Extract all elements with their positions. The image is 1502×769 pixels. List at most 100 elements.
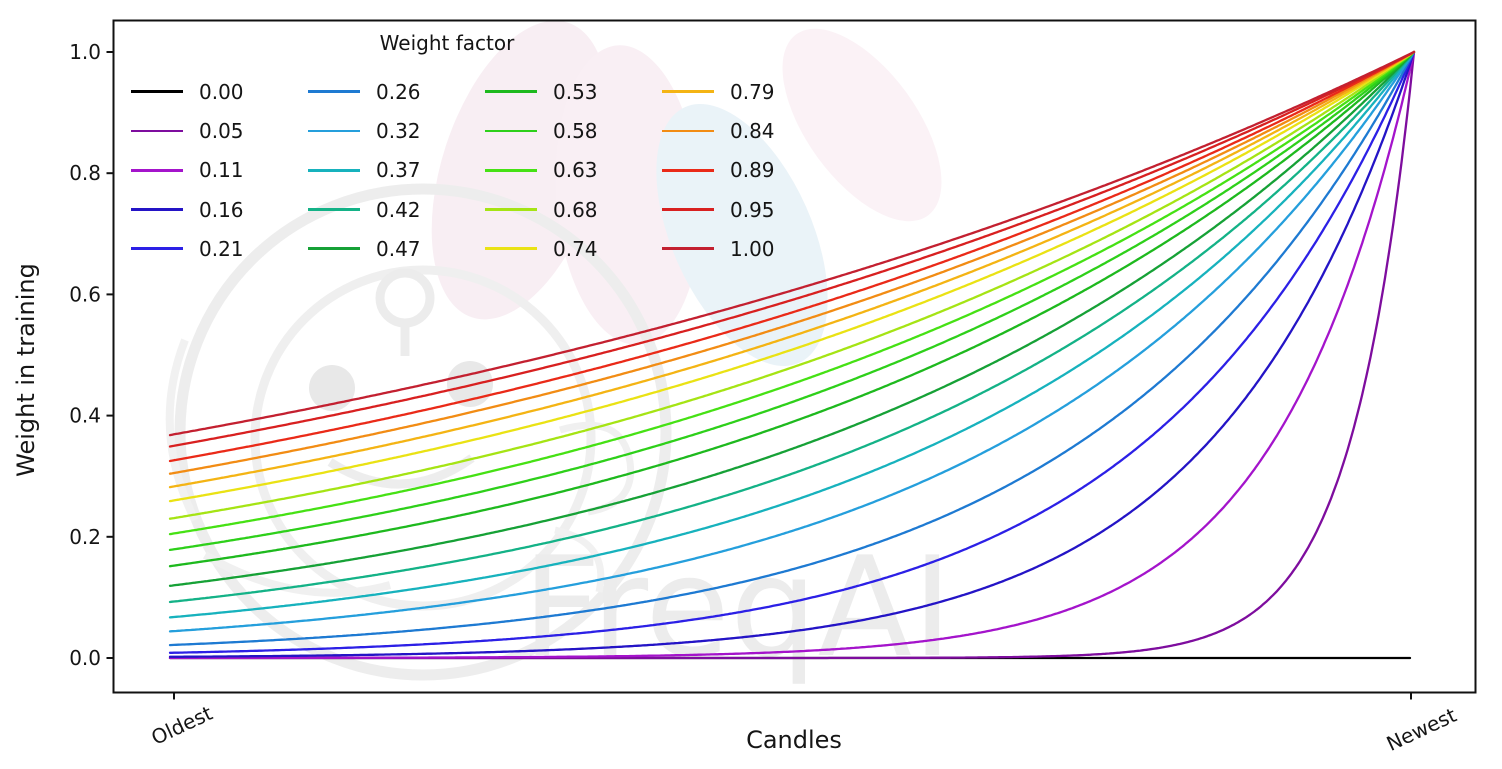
- curve-0.26: [168, 50, 1416, 647]
- legend-swatch: [662, 247, 714, 251]
- legend-swatch: [485, 208, 537, 211]
- y-tick-label: 0.6: [69, 282, 101, 306]
- x-tick-label-newest: Newest: [1383, 703, 1461, 756]
- curve-0.11: [168, 50, 1416, 660]
- legend-item-label: 0.37: [376, 158, 421, 183]
- legend-item-label: 0.26: [376, 79, 421, 104]
- watermark-text: FreqAI: [522, 527, 953, 688]
- legend-item-label: 0.74: [553, 236, 598, 261]
- legend-swatch: [662, 208, 714, 211]
- legend-item-label: 0.11: [199, 158, 244, 183]
- legend-item: 0.74: [472, 229, 649, 268]
- legend-item-label: 0.89: [730, 158, 775, 183]
- legend-swatch: [485, 168, 537, 172]
- watermark-laurel: [202, 551, 392, 597]
- y-axis-label: Weight in training: [12, 263, 40, 477]
- legend-item-label: 0.42: [376, 197, 421, 222]
- legend-item: 0.37: [295, 151, 472, 190]
- curve-0.89: [168, 50, 1416, 463]
- legend-item-label: 0.47: [376, 236, 421, 261]
- curve-0.58: [168, 50, 1416, 552]
- legend-swatch: [308, 129, 360, 133]
- legend-swatch: [485, 129, 537, 133]
- weight-curves: [168, 50, 1416, 660]
- watermark-petal: [555, 45, 701, 345]
- curve-0.74: [168, 50, 1416, 503]
- curve-0.79: [168, 50, 1416, 489]
- legend-swatch: [485, 90, 537, 94]
- legend-swatch: [485, 247, 537, 251]
- curve-0.63: [168, 50, 1416, 536]
- curve-0.53: [168, 50, 1416, 568]
- legend-item-label: 0.84: [730, 118, 775, 143]
- y-tick-label: 0.8: [69, 161, 101, 185]
- legend-item: 0.16: [118, 190, 295, 229]
- legend-item: 0.58: [472, 111, 649, 150]
- legend-item: 0.53: [472, 72, 649, 111]
- freqai-watermark: FreqAI: [165, 20, 953, 688]
- legend-item: 0.00: [118, 72, 295, 111]
- legend-item-label: 0.79: [730, 79, 775, 104]
- legend-item: 0.89: [649, 151, 826, 190]
- legend-item: 0.05: [118, 111, 295, 150]
- legend-item-label: 0.53: [553, 79, 598, 104]
- legend-item-label: 0.00: [199, 79, 244, 104]
- curve-1.00: [168, 50, 1416, 437]
- y-tick-label: 0.0: [69, 646, 101, 670]
- curve-0.21: [168, 50, 1416, 654]
- legend-item: 0.63: [472, 151, 649, 190]
- plot-frame: [112, 19, 1477, 694]
- legend-swatch: [308, 90, 360, 94]
- legend-item: 0.95: [649, 190, 826, 229]
- legend-swatch: [308, 208, 360, 211]
- curve-0.16: [168, 50, 1416, 658]
- curve-0.95: [168, 50, 1416, 448]
- legend-swatch: [662, 168, 714, 172]
- y-tick-label: 0.2: [69, 525, 101, 549]
- legend-swatch: [308, 168, 360, 172]
- curve-0.68: [168, 50, 1416, 520]
- y-tick-label: 0.4: [69, 404, 101, 428]
- legend-swatch: [308, 247, 360, 251]
- legend-swatch: [131, 208, 183, 211]
- watermark-petal: [782, 28, 942, 222]
- legend-swatch: [131, 168, 183, 172]
- legend-grid: 0.00 0.05 0.11 0.16 0.21 0.26 0.32 0.37 0.42 0.47…: [118, 72, 826, 268]
- legend-item: 0.47: [295, 229, 472, 268]
- legend: Weight factor 0.00 0.05 0.11 0.16 0.21 0.26 0.…: [118, 31, 826, 268]
- legend-item: 1.00: [649, 229, 826, 268]
- legend-item-label: 0.58: [553, 118, 598, 143]
- legend-item: 0.21: [118, 229, 295, 268]
- legend-item: 0.32: [295, 111, 472, 150]
- legend-item: 0.68: [472, 190, 649, 229]
- curve-0.32: [168, 50, 1416, 633]
- legend-item-label: 0.68: [553, 197, 598, 222]
- watermark-curl: [554, 526, 605, 593]
- x-ticks: [173, 692, 1412, 700]
- watermark-smile: [327, 454, 475, 489]
- curve-0.37: [168, 50, 1416, 619]
- watermark-inner-ring: [250, 265, 596, 611]
- legend-swatch: [662, 90, 714, 94]
- x-axis-label: Candles: [746, 726, 842, 754]
- legend-swatch: [131, 247, 183, 251]
- legend-item: 0.79: [649, 72, 826, 111]
- curve-0.47: [168, 50, 1416, 587]
- legend-item: 0.42: [295, 190, 472, 229]
- legend-swatch: [662, 129, 714, 133]
- y-ticks: [106, 51, 114, 659]
- legend-item-label: 1.00: [730, 236, 775, 261]
- legend-item-label: 0.63: [553, 158, 598, 183]
- y-tick-label: 1.0: [69, 40, 101, 64]
- legend-swatch: [131, 90, 183, 94]
- legend-title: Weight factor: [379, 31, 515, 55]
- legend-item-label: 0.32: [376, 118, 421, 143]
- curve-0.84: [168, 50, 1416, 475]
- watermark-eye-left: [309, 365, 355, 411]
- legend-item: 0.84: [649, 111, 826, 150]
- legend-item-label: 0.95: [730, 197, 775, 222]
- legend-item: 0.26: [295, 72, 472, 111]
- watermark-antenna-icon: [375, 268, 435, 328]
- legend-swatch: [131, 129, 183, 133]
